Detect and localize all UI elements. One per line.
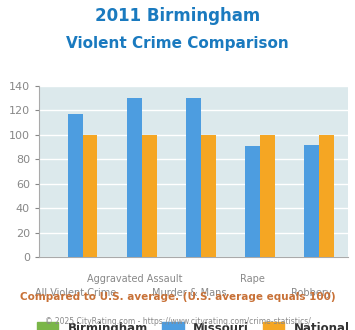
Bar bbox=[186, 98, 201, 257]
Bar bbox=[201, 135, 215, 257]
Text: Murder & Mans...: Murder & Mans... bbox=[152, 288, 235, 298]
Bar bbox=[83, 135, 97, 257]
Bar bbox=[142, 135, 157, 257]
Text: All Violent Crime: All Violent Crime bbox=[35, 288, 116, 298]
Legend: Birmingham, Missouri, National: Birmingham, Missouri, National bbox=[31, 316, 355, 330]
Bar bbox=[68, 114, 83, 257]
Bar bbox=[245, 146, 260, 257]
Text: Rape: Rape bbox=[240, 274, 265, 284]
Text: Aggravated Assault: Aggravated Assault bbox=[87, 274, 182, 284]
Bar bbox=[260, 135, 275, 257]
Bar bbox=[304, 145, 319, 257]
Text: Compared to U.S. average. (U.S. average equals 100): Compared to U.S. average. (U.S. average … bbox=[20, 292, 335, 302]
Bar bbox=[127, 98, 142, 257]
Text: 2011 Birmingham: 2011 Birmingham bbox=[95, 7, 260, 25]
Text: © 2025 CityRating.com - https://www.cityrating.com/crime-statistics/: © 2025 CityRating.com - https://www.city… bbox=[45, 317, 310, 326]
Text: Violent Crime Comparison: Violent Crime Comparison bbox=[66, 36, 289, 51]
Bar bbox=[319, 135, 334, 257]
Text: Robbery: Robbery bbox=[291, 288, 332, 298]
